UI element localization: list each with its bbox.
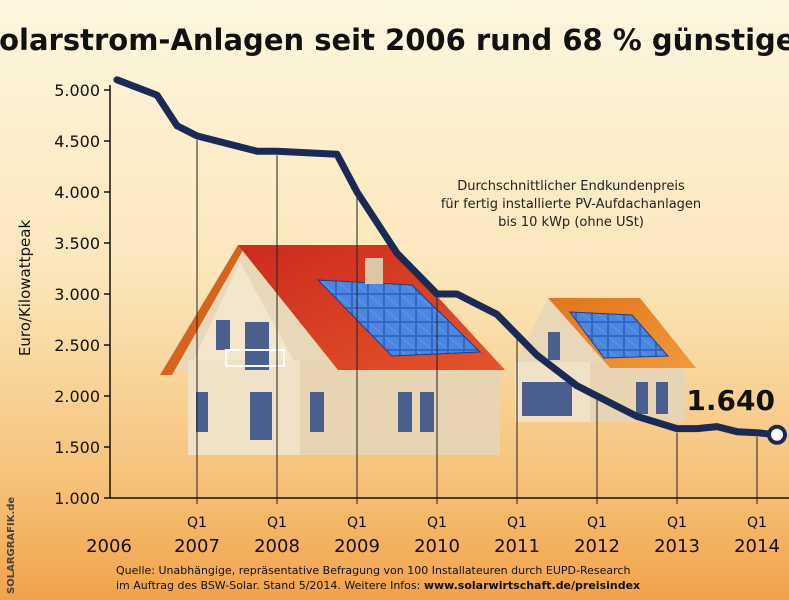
x-year-label: 2008 <box>254 536 300 557</box>
x-year-label: 2010 <box>414 536 460 557</box>
x-quarter-label: Q1 <box>427 515 447 531</box>
note-line-1: Durchschnittlicher Endkundenpreis <box>457 179 685 194</box>
large-house <box>160 245 505 455</box>
x-year-label: 2014 <box>734 536 780 557</box>
x-quarter-label: Q1 <box>587 515 607 531</box>
chart-title: Solarstrom-Anlagen seit 2006 rund 68 % g… <box>0 23 789 57</box>
y-tick-label: 5.000 <box>54 81 100 100</box>
x-year-label: 2006 <box>86 536 132 557</box>
footer-link[interactable]: www.solarwirtschaft.de/preisindex <box>424 579 640 592</box>
x-quarter-label: Q1 <box>267 515 287 531</box>
x-quarter-label: Q1 <box>667 515 687 531</box>
x-year-label: 2011 <box>494 536 540 557</box>
small-house <box>515 298 696 422</box>
y-tick-label: 4.500 <box>54 132 100 151</box>
y-tick-label: 3.500 <box>54 234 100 253</box>
series-end-point <box>767 424 787 445</box>
note-line-3: bis 10 kWp (ohne USt) <box>498 215 644 230</box>
x-year-label: 2009 <box>334 536 380 557</box>
y-tick-label: 1.000 <box>54 489 100 508</box>
y-tick-label: 1.500 <box>54 438 100 457</box>
last-value-label: 1.640 <box>686 384 775 417</box>
x-year-label: 2012 <box>574 536 620 557</box>
x-year-label: 2013 <box>654 536 700 557</box>
x-quarter-label: Q1 <box>747 515 767 531</box>
note-line-2: für fertig installierte PV-Aufdachanlage… <box>441 197 701 212</box>
plot-area: 1.000 1.500 2.000 2.500 3.000 3.500 4.000 4.500… <box>54 76 789 557</box>
houses-illustration <box>160 245 696 455</box>
x-quarter-label: Q1 <box>507 515 527 531</box>
watermark: SOLARGRAFIK.de <box>6 497 17 594</box>
footer-source-line-1: Quelle: Unabhängige, repräsentative Befr… <box>116 564 630 577</box>
x-quarter-label: Q1 <box>187 515 207 531</box>
y-tick-label: 3.000 <box>54 285 100 304</box>
y-tick-label: 4.000 <box>54 183 100 202</box>
footer-source-text: im Auftrag des BSW-Solar. Stand 5/2014. … <box>116 579 424 592</box>
y-axis-label: Euro/Kilowattpeak <box>16 220 34 357</box>
series-line <box>113 76 781 439</box>
x-quarter-label: Q1 <box>347 515 367 531</box>
y-tick-label: 2.500 <box>54 336 100 355</box>
footer-source-line-2: im Auftrag des BSW-Solar. Stand 5/2014. … <box>116 579 640 592</box>
x-year-label: 2007 <box>174 536 220 557</box>
chart-note: Durchschnittlicher Endkundenpreis für fe… <box>441 179 701 230</box>
y-tick-label: 2.000 <box>54 387 100 406</box>
